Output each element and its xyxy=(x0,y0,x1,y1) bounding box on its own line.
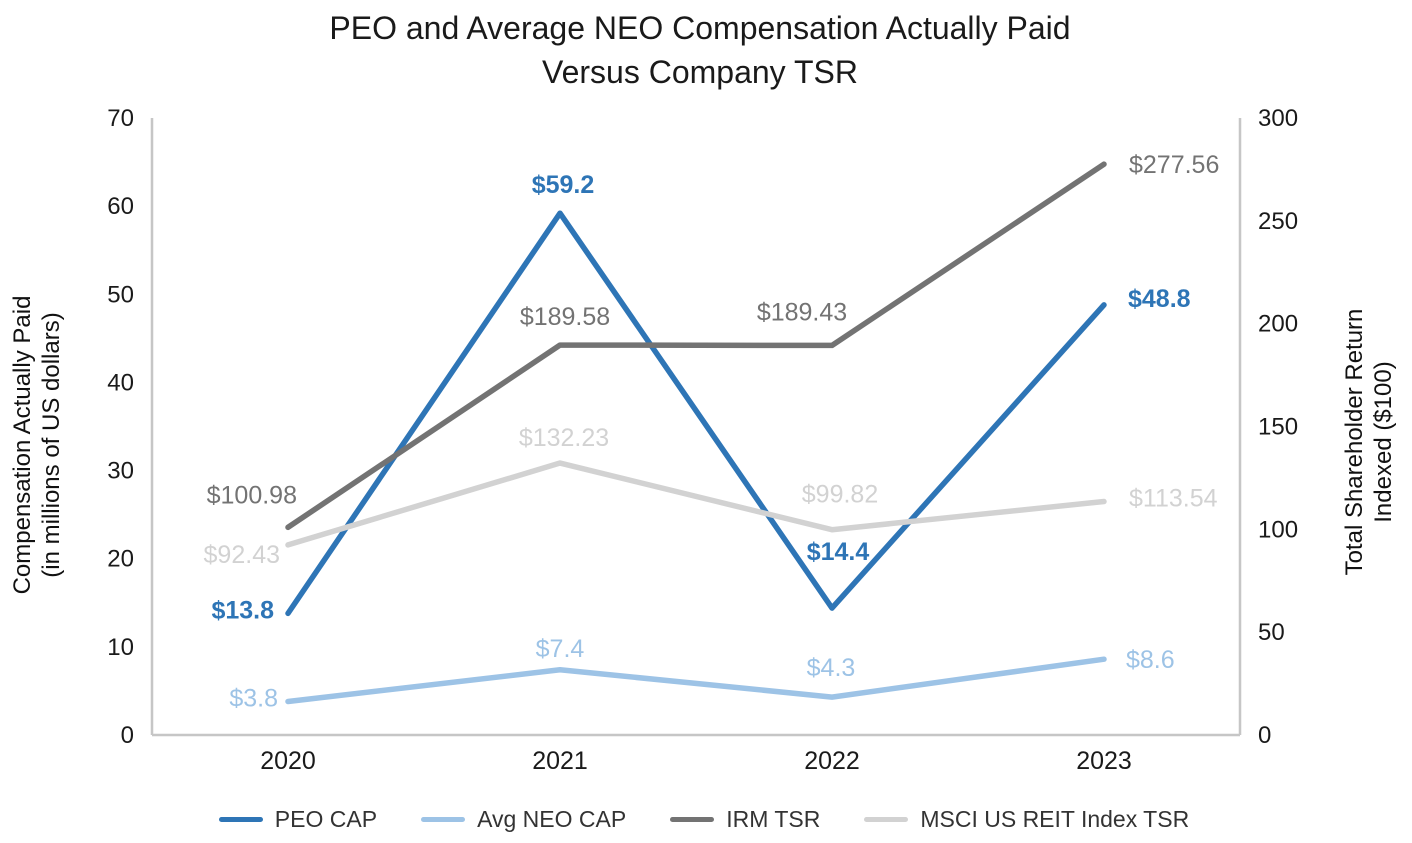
right-axis-tick-label: 250 xyxy=(1258,208,1298,235)
legend-item-msci-tsr: MSCI US REIT Index TSR xyxy=(864,806,1189,833)
chart-title-line2: Versus Company TSR xyxy=(542,54,858,90)
left-axis-tick-label: 20 xyxy=(107,546,134,573)
right-axis-tick-label: 150 xyxy=(1258,414,1298,441)
chart-legend: PEO CAP Avg NEO CAP IRM TSR MSCI US REIT… xyxy=(0,806,1408,833)
left-axis-tick-label: 40 xyxy=(107,369,134,396)
x-axis-tick-label: 2020 xyxy=(260,747,316,775)
data-label: $100.98 xyxy=(207,481,297,509)
data-label: $189.58 xyxy=(520,303,610,331)
right-axis-tick-label: 200 xyxy=(1258,311,1298,338)
data-label: $99.82 xyxy=(802,481,878,509)
right-axis-tick-label: 50 xyxy=(1258,619,1285,646)
left-axis-tick-label: 0 xyxy=(121,722,134,749)
legend-item-avg-neo-cap: Avg NEO CAP xyxy=(421,806,626,833)
left-axis-tick-label: 10 xyxy=(107,634,134,661)
data-label: $7.4 xyxy=(536,635,585,663)
left-axis-tick-label: 30 xyxy=(107,458,134,485)
data-label: $132.23 xyxy=(519,424,609,452)
chart-title: PEO and Average NEO Compensation Actuall… xyxy=(0,6,1400,94)
legend-swatch-icon xyxy=(421,817,466,822)
series-line-irm-tsr xyxy=(285,161,1107,531)
x-axis-tick-label: 2023 xyxy=(1076,747,1132,775)
left-axis-tick-label: 50 xyxy=(107,281,134,308)
right-axis-tick-label: 0 xyxy=(1258,722,1271,749)
left-axis-tick-label: 60 xyxy=(107,193,134,220)
x-axis-tick-label: 2021 xyxy=(532,747,588,775)
data-label: $13.8 xyxy=(211,596,274,624)
chart-title-line1: PEO and Average NEO Compensation Actuall… xyxy=(329,10,1071,46)
data-label: $113.54 xyxy=(1129,484,1218,512)
right-axis-tick-label: 300 xyxy=(1258,105,1298,132)
left-axis-tick-label: 70 xyxy=(107,105,134,132)
data-label: $8.6 xyxy=(1126,646,1175,674)
legend-swatch-icon xyxy=(218,817,263,822)
legend-label: PEO CAP xyxy=(274,806,378,832)
data-label: $4.3 xyxy=(807,654,856,682)
legend-label: IRM TSR xyxy=(726,806,821,832)
data-label: $14.4 xyxy=(807,538,870,566)
data-label: $189.43 xyxy=(757,298,847,326)
series-line-peo-cap xyxy=(285,210,1107,617)
data-label: $48.8 xyxy=(1128,285,1191,313)
legend-item-irm-tsr: IRM TSR xyxy=(670,806,820,833)
x-axis-tick-label: 2022 xyxy=(804,747,860,775)
legend-swatch-icon xyxy=(864,817,909,822)
right-axis-tick-label: 100 xyxy=(1258,516,1298,543)
series-line-msci-us-reit-index-tsr xyxy=(285,460,1107,548)
data-label: $59.2 xyxy=(532,171,595,199)
data-label: $277.56 xyxy=(1129,151,1219,179)
series-line-avg-neo-cap xyxy=(285,656,1107,705)
data-label: $92.43 xyxy=(204,541,280,569)
legend-label: Avg NEO CAP xyxy=(477,806,627,832)
legend-item-peo-cap: PEO CAP xyxy=(218,806,378,833)
legend-label: MSCI US REIT Index TSR xyxy=(920,806,1190,832)
legend-swatch-icon xyxy=(670,817,715,822)
data-label: $3.8 xyxy=(229,685,278,713)
